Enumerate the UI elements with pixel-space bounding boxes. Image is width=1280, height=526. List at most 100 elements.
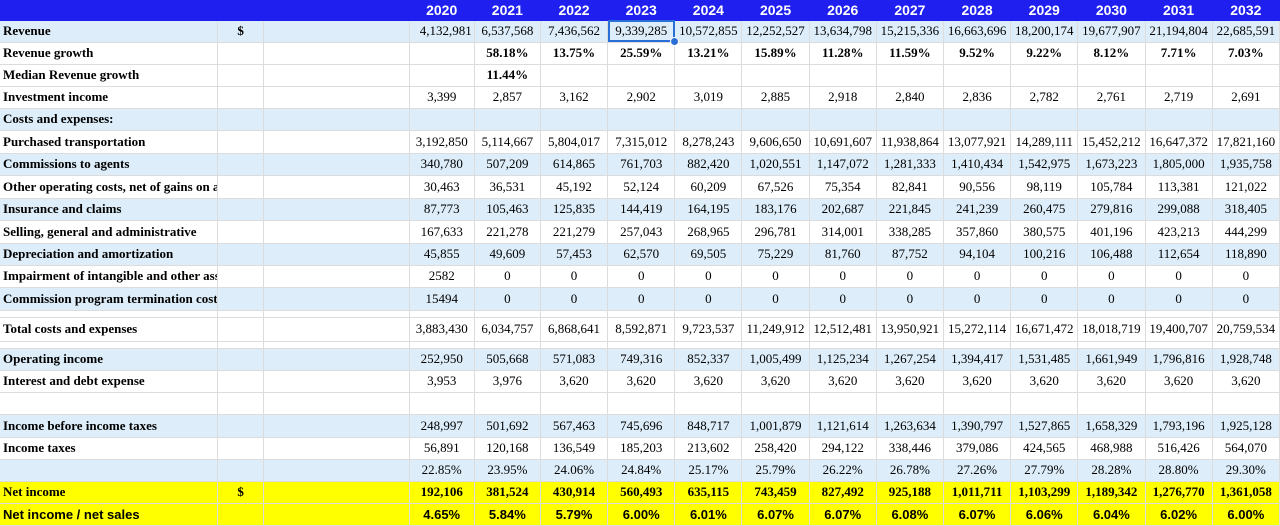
value-cell[interactable] [1010,108,1079,131]
value-cell[interactable]: 6.08% [876,503,944,526]
value-cell[interactable]: 7.03% [1212,42,1280,65]
value-cell[interactable] [1212,341,1280,349]
value-cell[interactable] [1010,341,1079,349]
value-cell[interactable]: 45,855 [409,243,475,266]
value-cell[interactable] [1145,108,1213,131]
row-label-cell[interactable]: Median Revenue growth [0,64,219,87]
value-cell[interactable] [809,108,877,131]
row-label-cell[interactable]: Impairment of intangible and other asset… [0,265,219,288]
value-cell[interactable]: 6.07% [809,503,877,526]
value-cell[interactable]: 6,537,568 [474,20,541,43]
currency-cell[interactable] [217,370,265,393]
value-cell[interactable]: 0 [1145,287,1213,311]
value-cell[interactable]: 106,488 [1077,243,1146,266]
empty-cell[interactable] [263,153,410,176]
value-cell[interactable]: 1,805,000 [1145,153,1213,176]
value-cell[interactable]: 6.02% [1145,503,1213,526]
value-cell[interactable]: 0 [1010,287,1079,311]
value-cell[interactable] [1145,310,1213,318]
value-cell[interactable]: 3,620 [741,370,810,393]
empty-cell[interactable] [263,348,410,371]
value-cell[interactable]: 1,276,770 [1145,481,1213,504]
value-cell[interactable]: 7,315,012 [607,130,676,154]
value-cell[interactable]: 8.12% [1077,42,1146,65]
value-cell[interactable]: 1,011,711 [943,481,1012,504]
value-cell[interactable] [540,392,609,415]
value-cell[interactable]: 11.59% [876,42,944,65]
value-cell[interactable]: 26.22% [809,459,877,482]
empty-cell[interactable] [263,198,410,221]
value-cell[interactable]: 6.06% [1010,503,1079,526]
value-cell[interactable]: 0 [1010,265,1079,288]
value-cell[interactable]: 3,620 [1145,370,1213,393]
value-cell[interactable]: 17,821,160 [1212,130,1280,154]
value-cell[interactable] [741,310,810,318]
value-cell[interactable]: 8,592,871 [607,317,676,342]
value-cell[interactable]: 6.01% [674,503,743,526]
value-cell[interactable]: 1,267,254 [876,348,944,371]
value-cell[interactable]: 1,661,949 [1077,348,1146,371]
value-cell[interactable] [1212,310,1280,318]
value-cell[interactable]: 0 [1077,265,1146,288]
empty-cell[interactable] [263,175,410,199]
value-cell[interactable]: 2,857 [474,86,541,109]
value-cell[interactable]: 25.59% [607,42,676,65]
value-cell[interactable]: 19,400,707 [1145,317,1213,342]
value-cell[interactable]: 1,673,223 [1077,153,1146,176]
value-cell[interactable]: 30,463 [409,175,475,199]
value-cell[interactable]: 12,512,481 [809,317,877,342]
year-header-cell[interactable]: 2026 [809,0,877,21]
value-cell[interactable]: 761,703 [607,153,676,176]
currency-cell[interactable] [217,348,265,371]
value-cell[interactable] [876,392,944,415]
value-cell[interactable]: 401,196 [1077,220,1146,244]
value-cell[interactable]: 424,565 [1010,437,1079,460]
value-cell[interactable]: 52,124 [607,175,676,199]
value-cell[interactable]: 0 [1077,287,1146,311]
row-label-cell[interactable]: Investment income [0,86,219,109]
value-cell[interactable]: 1,125,234 [809,348,877,371]
value-cell[interactable] [1077,64,1146,87]
currency-cell[interactable] [217,287,265,311]
value-cell[interactable]: 11,249,912 [741,317,810,342]
row-label-cell[interactable]: Other operating costs, net of gains on a… [0,175,219,199]
empty-cell[interactable] [263,42,410,65]
value-cell[interactable] [809,341,877,349]
value-cell[interactable]: 18,018,719 [1077,317,1146,342]
value-cell[interactable] [1212,108,1280,131]
row-label-cell[interactable]: Net income [0,481,219,504]
value-cell[interactable] [1010,310,1079,318]
value-cell[interactable] [409,42,475,65]
value-cell[interactable] [809,392,877,415]
value-cell[interactable]: 112,654 [1145,243,1213,266]
value-cell[interactable]: 27.26% [943,459,1012,482]
value-cell[interactable]: 749,316 [607,348,676,371]
value-cell[interactable] [409,310,475,318]
value-cell[interactable]: 0 [474,287,541,311]
value-cell[interactable]: 2,918 [809,86,877,109]
value-cell[interactable]: 221,278 [474,220,541,244]
empty-cell[interactable] [263,310,410,318]
value-cell[interactable]: 8,278,243 [674,130,743,154]
value-cell[interactable]: 27.79% [1010,459,1079,482]
value-cell[interactable]: 5.84% [474,503,541,526]
value-cell[interactable]: 3,620 [540,370,609,393]
value-cell[interactable]: 20,759,534 [1212,317,1280,342]
value-cell[interactable] [674,341,743,349]
year-header-cell[interactable]: 2032 [1212,0,1280,21]
year-header-cell[interactable]: 2027 [876,0,944,21]
empty-cell[interactable] [263,64,410,87]
value-cell[interactable]: 120,168 [474,437,541,460]
value-cell[interactable]: 29.30% [1212,459,1280,482]
value-cell[interactable]: 144,419 [607,198,676,221]
currency-cell[interactable] [217,317,265,342]
value-cell[interactable] [607,108,676,131]
value-cell[interactable]: 23.95% [474,459,541,482]
value-cell[interactable]: 3,399 [409,86,475,109]
row-label-cell[interactable] [0,392,219,415]
value-cell[interactable]: 0 [741,287,810,311]
value-cell[interactable]: 260,475 [1010,198,1079,221]
value-cell[interactable]: 257,043 [607,220,676,244]
value-cell[interactable]: 136,549 [540,437,609,460]
empty-cell[interactable] [263,20,410,43]
